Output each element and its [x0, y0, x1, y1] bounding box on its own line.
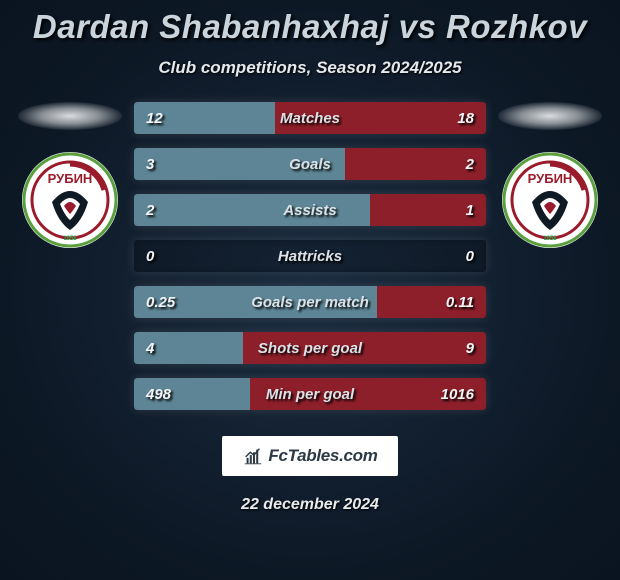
stat-value-right: 1016 — [441, 386, 474, 403]
svg-text:1958: 1958 — [543, 236, 557, 242]
date-text: 22 december 2024 — [241, 496, 379, 514]
comparison-main: РУБИН 1958 12Matches183Goals22Assists10H… — [0, 102, 620, 410]
stat-value-right: 1 — [466, 202, 474, 219]
stat-row: 0.25Goals per match0.11 — [134, 286, 486, 318]
right-halo — [498, 102, 602, 130]
stat-value-right: 2 — [466, 156, 474, 173]
svg-text:1958: 1958 — [63, 236, 77, 242]
right-player-side: РУБИН 1958 — [490, 102, 610, 410]
stat-value-right: 0.11 — [446, 294, 474, 311]
right-team-logo: РУБИН 1958 — [500, 150, 600, 250]
svg-text:РУБИН: РУБИН — [48, 171, 93, 186]
stats-container: 12Matches183Goals22Assists10Hattricks00.… — [134, 102, 486, 410]
stat-label: Goals — [134, 156, 486, 173]
left-team-logo: РУБИН 1958 — [20, 150, 120, 250]
stat-label: Min per goal — [134, 386, 486, 403]
left-player-side: РУБИН 1958 — [10, 102, 130, 410]
stat-row: 0Hattricks0 — [134, 240, 486, 272]
brand-badge: FcTables.com — [222, 436, 398, 476]
brand-chart-icon — [242, 445, 264, 467]
stat-value-right: 9 — [466, 340, 474, 357]
stat-row: 2Assists1 — [134, 194, 486, 226]
stat-label: Shots per goal — [134, 340, 486, 357]
svg-text:РУБИН: РУБИН — [528, 171, 573, 186]
stat-label: Goals per match — [134, 294, 486, 311]
left-halo — [18, 102, 122, 130]
stat-row: 3Goals2 — [134, 148, 486, 180]
stat-value-right: 0 — [466, 248, 474, 265]
stat-label: Assists — [134, 202, 486, 219]
stat-row: 4Shots per goal9 — [134, 332, 486, 364]
stat-label: Hattricks — [134, 248, 486, 265]
comparison-subtitle: Club competitions, Season 2024/2025 — [158, 58, 461, 78]
comparison-title: Dardan Shabanhaxhaj vs Rozhkov — [33, 8, 587, 46]
brand-text: FcTables.com — [268, 446, 377, 466]
stat-row: 498Min per goal1016 — [134, 378, 486, 410]
stat-value-right: 18 — [457, 110, 474, 127]
stat-row: 12Matches18 — [134, 102, 486, 134]
stat-label: Matches — [134, 110, 486, 127]
